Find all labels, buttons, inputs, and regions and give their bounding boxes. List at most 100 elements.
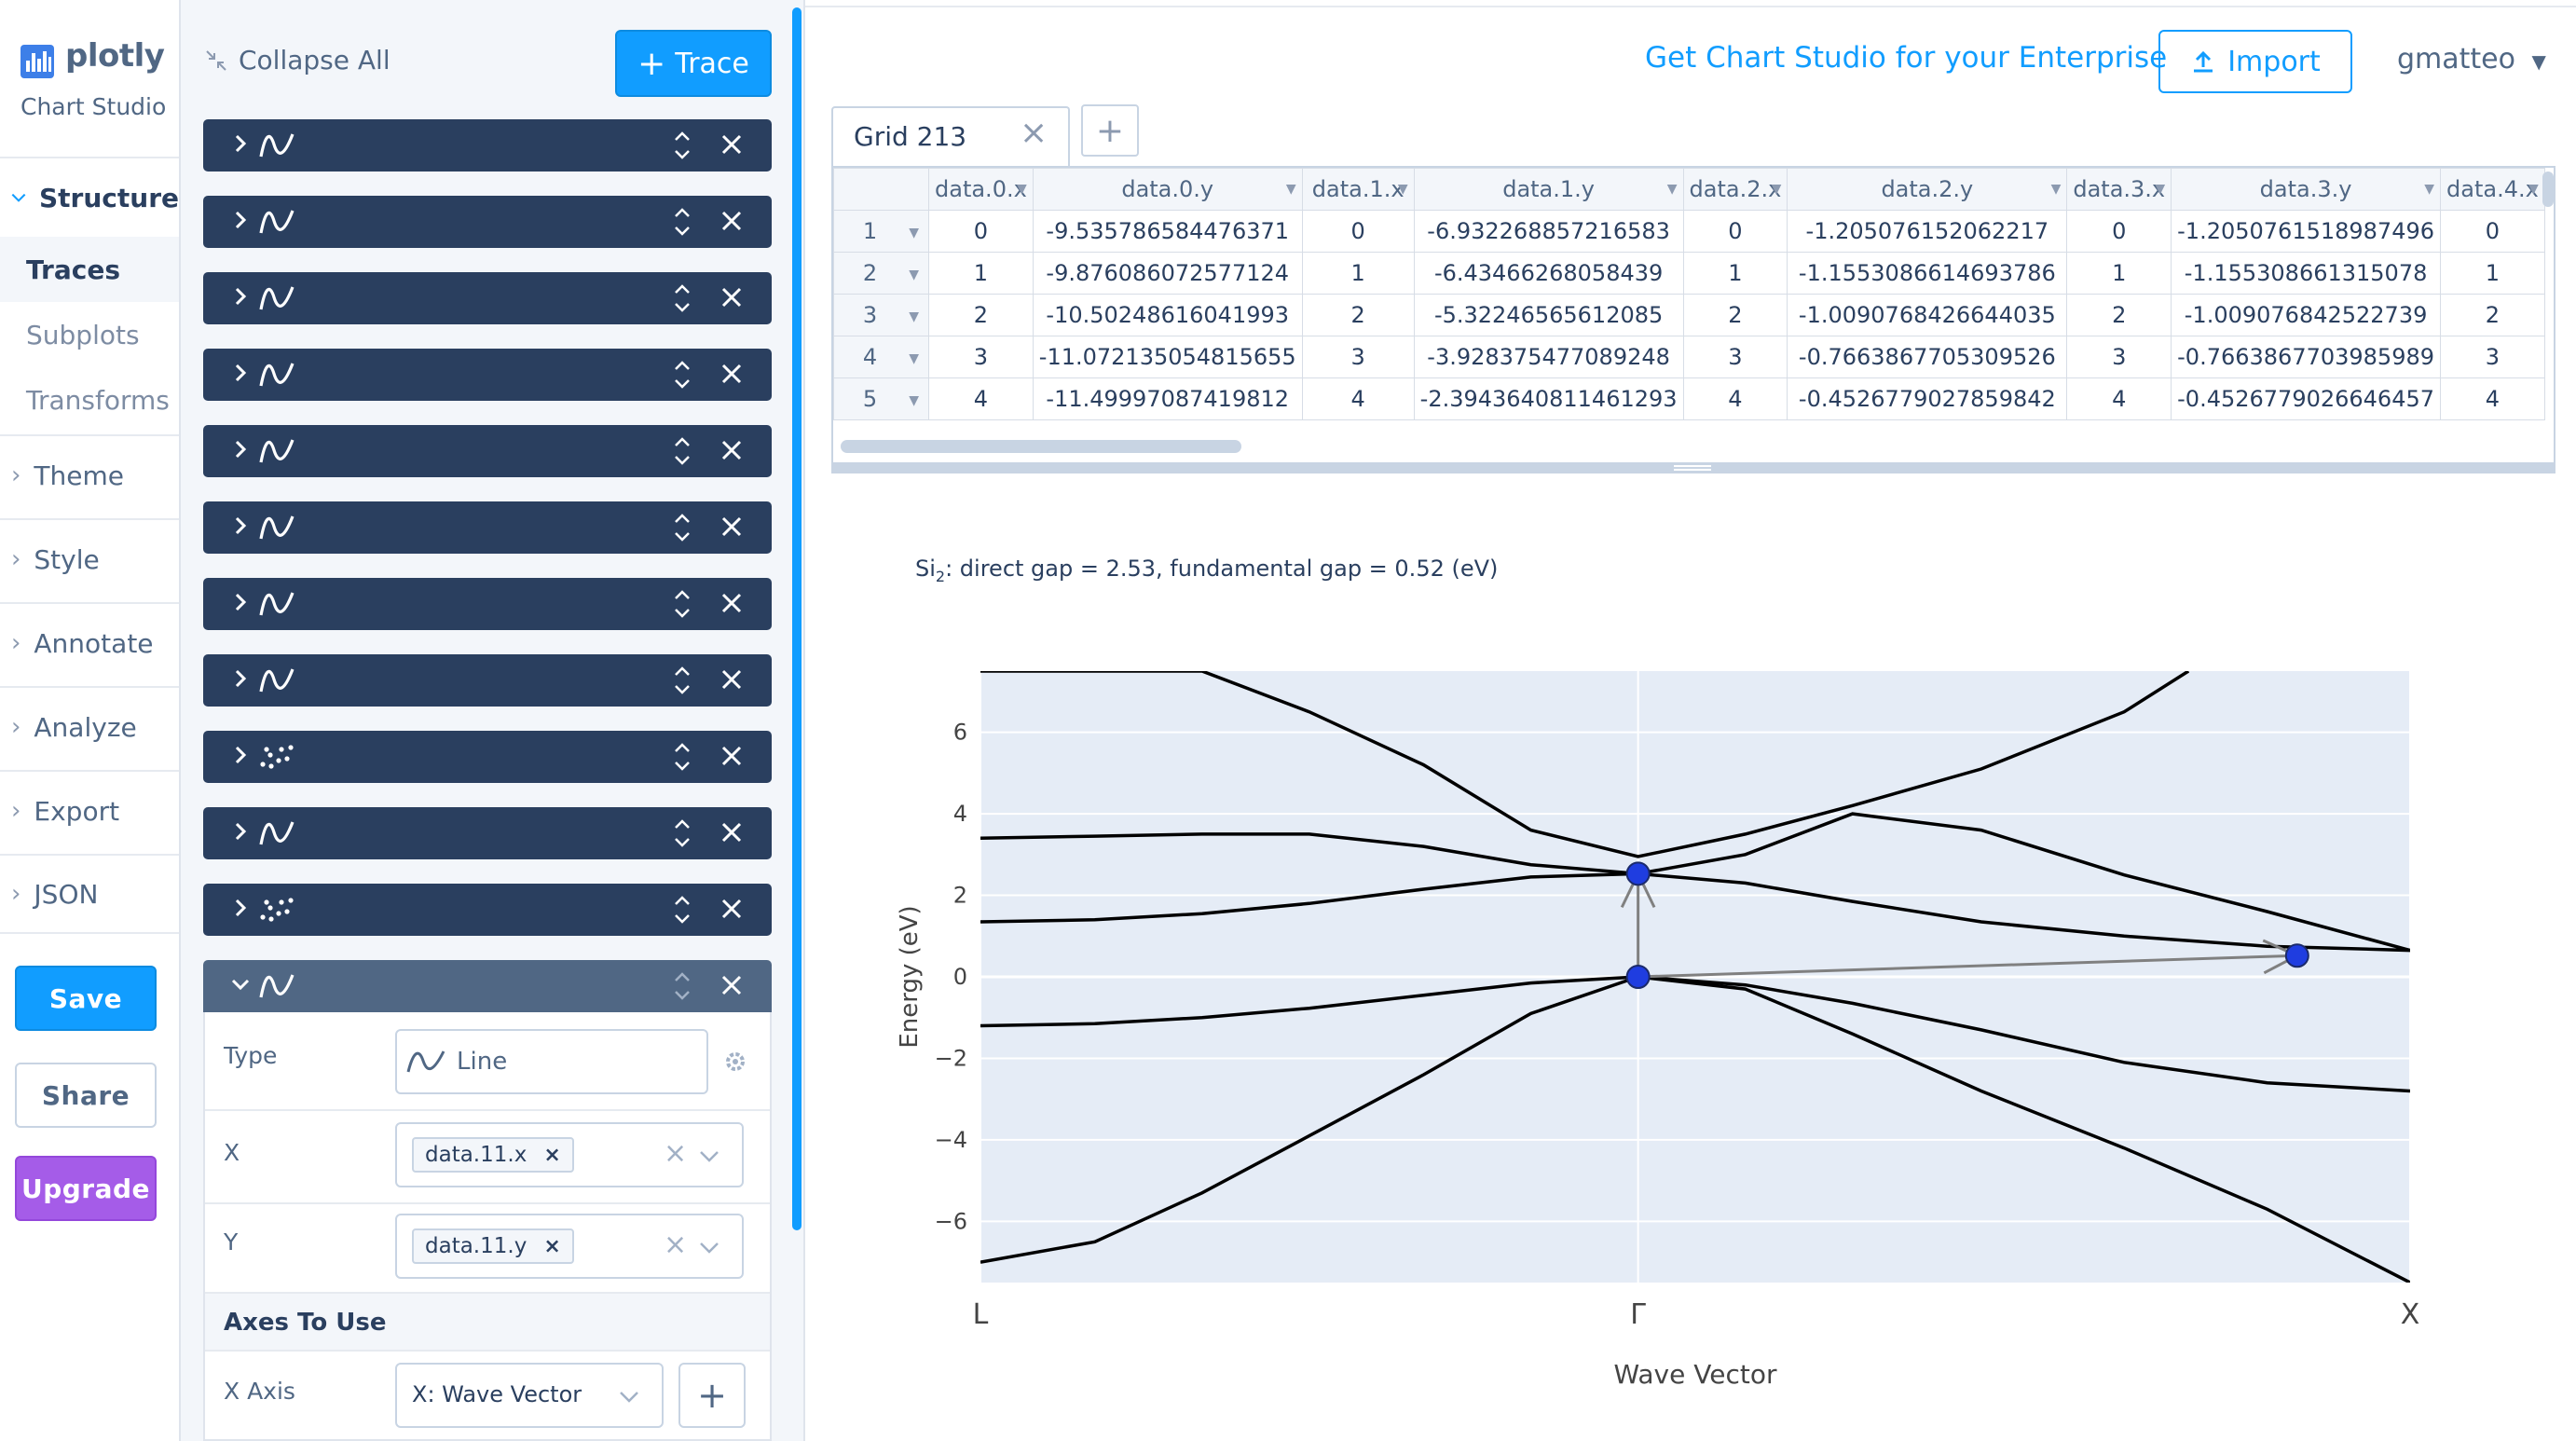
row-number[interactable]: 4 ▼ bbox=[833, 336, 929, 378]
table-cell[interactable]: 1 bbox=[1301, 252, 1415, 295]
reorder-icon[interactable] bbox=[669, 815, 695, 852]
delete-trace-icon[interactable] bbox=[719, 591, 744, 615]
table-cell[interactable]: 0 bbox=[2440, 210, 2545, 253]
column-menu-icon[interactable]: ▼ bbox=[2050, 182, 2062, 197]
column-header[interactable]: data.3.x ▼ bbox=[2066, 168, 2172, 211]
table-cell[interactable]: 4 bbox=[928, 377, 1034, 420]
table-cell[interactable]: 3 bbox=[928, 336, 1034, 378]
table-cell[interactable]: -9.535786584476371 bbox=[1032, 210, 1303, 253]
column-menu-icon[interactable]: ▼ bbox=[1017, 182, 1027, 197]
column-header[interactable]: data.0.x ▼ bbox=[928, 168, 1034, 211]
row-menu-icon[interactable]: ▼ bbox=[909, 268, 919, 282]
row-number[interactable]: 3 ▼ bbox=[833, 294, 929, 336]
panel-scrollbar[interactable] bbox=[792, 7, 802, 1230]
reorder-icon[interactable] bbox=[669, 891, 695, 928]
trace-row[interactable] bbox=[203, 884, 772, 936]
delete-trace-icon[interactable] bbox=[719, 362, 744, 386]
table-cell[interactable]: 0 bbox=[2066, 210, 2172, 253]
trace-row[interactable] bbox=[203, 119, 772, 172]
row-number[interactable]: 1 ▼ bbox=[833, 210, 929, 253]
trace-row[interactable] bbox=[203, 349, 772, 401]
grid-scrollbar[interactable] bbox=[841, 440, 1241, 453]
row-menu-icon[interactable]: ▼ bbox=[909, 393, 919, 408]
reorder-icon[interactable] bbox=[669, 127, 695, 164]
table-cell[interactable]: 4 bbox=[2066, 377, 2172, 420]
delete-trace-icon[interactable] bbox=[719, 515, 744, 539]
chevron-right-icon[interactable] bbox=[227, 130, 253, 157]
row-menu-icon[interactable]: ▼ bbox=[909, 309, 919, 324]
table-cell[interactable]: -0.7663867703985989 bbox=[2171, 336, 2442, 378]
nav-section-annotate[interactable]: › Annotate bbox=[0, 602, 179, 682]
x-axis-selector[interactable]: X: Wave Vector bbox=[395, 1363, 664, 1428]
table-cell[interactable]: -1.155308661315078 bbox=[2171, 252, 2442, 295]
chip-remove-icon[interactable]: × bbox=[543, 1143, 561, 1167]
column-header[interactable]: data.3.y ▼ bbox=[2171, 168, 2442, 211]
table-cell[interactable]: 1 bbox=[928, 252, 1034, 295]
table-cell[interactable]: -0.4526779027859842 bbox=[1787, 377, 2068, 420]
nav-item-traces[interactable]: Traces bbox=[0, 237, 179, 302]
column-header[interactable]: data.4.x ▼ bbox=[2440, 168, 2545, 211]
reorder-icon[interactable] bbox=[669, 432, 695, 470]
table-cell[interactable]: 3 bbox=[1301, 336, 1415, 378]
add-grid-button[interactable]: + bbox=[1081, 104, 1139, 157]
chevron-right-icon[interactable] bbox=[227, 513, 253, 539]
table-cell[interactable]: 1 bbox=[2440, 252, 2545, 295]
table-cell[interactable]: -1.009076842522739 bbox=[2171, 294, 2442, 336]
delete-trace-icon[interactable] bbox=[719, 744, 744, 768]
nav-section-json[interactable]: › JSON bbox=[0, 854, 179, 934]
trace-row[interactable] bbox=[203, 501, 772, 554]
table-cell[interactable]: -5.32246565612085 bbox=[1413, 294, 1684, 336]
reorder-icon[interactable] bbox=[669, 585, 695, 623]
type-selector[interactable]: Line bbox=[395, 1029, 708, 1094]
reorder-icon[interactable] bbox=[669, 738, 695, 775]
clear-icon[interactable]: × bbox=[664, 1137, 688, 1170]
table-cell[interactable]: 3 bbox=[1682, 336, 1788, 378]
row-menu-icon[interactable]: ▼ bbox=[909, 351, 919, 366]
column-header[interactable]: data.1.x ▼ bbox=[1301, 168, 1415, 211]
trace-row[interactable] bbox=[203, 960, 772, 1012]
gap-marker[interactable] bbox=[2284, 943, 2309, 968]
row-number[interactable]: 5 ▼ bbox=[833, 377, 929, 420]
table-cell[interactable]: 4 bbox=[1682, 377, 1788, 420]
reorder-icon[interactable] bbox=[669, 968, 695, 1005]
trace-row[interactable] bbox=[203, 654, 772, 707]
trace-row[interactable] bbox=[203, 578, 772, 630]
chevron-right-icon[interactable] bbox=[227, 818, 253, 844]
add-axis-button[interactable]: + bbox=[678, 1363, 746, 1428]
table-cell[interactable]: 2 bbox=[1301, 294, 1415, 336]
chevron-right-icon[interactable] bbox=[227, 666, 253, 692]
table-cell[interactable]: -11.49997087419812 bbox=[1032, 377, 1303, 420]
table-cell[interactable]: -2.3943640811461293 bbox=[1413, 377, 1684, 420]
share-button[interactable]: Share bbox=[15, 1063, 157, 1128]
nav-section-export[interactable]: › Export bbox=[0, 770, 179, 850]
clear-icon[interactable]: × bbox=[664, 1228, 688, 1261]
collapse-all-button[interactable]: Collapse All bbox=[203, 45, 391, 75]
save-button[interactable]: Save bbox=[15, 966, 157, 1031]
chevron-right-icon[interactable] bbox=[227, 360, 253, 386]
column-header[interactable]: data.1.y ▼ bbox=[1413, 168, 1684, 211]
delete-trace-icon[interactable] bbox=[719, 667, 744, 692]
delete-trace-icon[interactable] bbox=[719, 132, 744, 157]
chip-remove-icon[interactable]: × bbox=[543, 1234, 561, 1258]
user-menu[interactable]: gmatteo ▼ bbox=[2397, 43, 2546, 75]
chevron-right-icon[interactable] bbox=[227, 589, 253, 615]
table-cell[interactable]: 4 bbox=[2440, 377, 2545, 420]
table-cell[interactable]: -9.876086072577124 bbox=[1032, 252, 1303, 295]
gap-marker[interactable] bbox=[1625, 861, 1651, 886]
table-row[interactable]: 2 ▼ 1 -9.876086072577124 1 -6.43466268058439 1… bbox=[833, 252, 2545, 295]
table-cell[interactable]: 3 bbox=[2066, 336, 2172, 378]
grid-tab[interactable]: Grid 213 × bbox=[831, 106, 1070, 166]
table-cell[interactable]: -1.205076152062217 bbox=[1787, 210, 2068, 253]
table-row[interactable]: 5 ▼ 4 -11.49997087419812 4 -2.394364081146129… bbox=[833, 377, 2545, 420]
table-cell[interactable]: -1.1553086614693786 bbox=[1787, 252, 2068, 295]
trace-row[interactable] bbox=[203, 196, 772, 248]
nav-item-subplots[interactable]: Subplots bbox=[26, 319, 140, 350]
enterprise-link[interactable]: Get Chart Studio for your Enterprise bbox=[1645, 41, 2168, 75]
grid-vscroll[interactable] bbox=[2542, 172, 2554, 207]
reorder-icon[interactable] bbox=[669, 280, 695, 317]
grid-resize-handle[interactable] bbox=[831, 462, 2555, 473]
delete-trace-icon[interactable] bbox=[719, 973, 744, 997]
reorder-icon[interactable] bbox=[669, 509, 695, 546]
trace-row[interactable] bbox=[203, 807, 772, 859]
delete-trace-icon[interactable] bbox=[719, 820, 744, 844]
